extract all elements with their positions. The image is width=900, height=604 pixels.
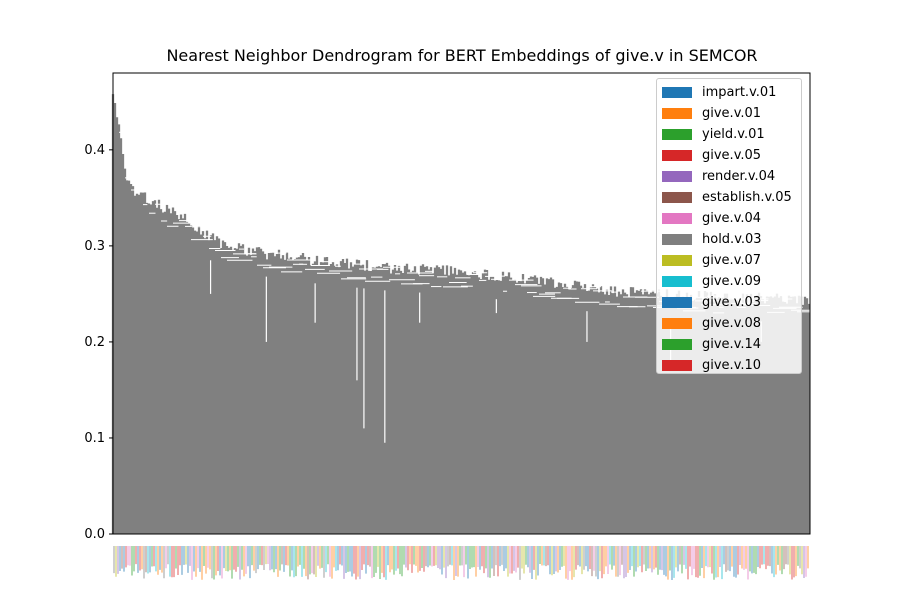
legend-item: give.v.09 [662, 272, 761, 290]
legend-swatch [662, 149, 692, 161]
y-tick-label: 0.1 [84, 431, 105, 446]
legend-label: give.v.08 [702, 315, 762, 331]
legend-swatch [662, 296, 692, 308]
legend-label: give.v.01 [702, 105, 762, 121]
legend-item: give.v.07 [662, 251, 761, 269]
legend-label: render.v.04 [702, 168, 776, 184]
chart-title: Nearest Neighbor Dendrogram for BERT Emb… [166, 46, 758, 65]
legend-item: render.v.04 [662, 167, 775, 185]
legend-label: give.v.09 [702, 273, 762, 289]
legend-label: give.v.14 [702, 336, 762, 352]
legend-swatch [662, 86, 692, 98]
legend-swatch [662, 170, 692, 182]
y-tick-label: 0.3 [84, 239, 105, 254]
legend-label: yield.v.01 [702, 126, 765, 142]
y-tick-label: 0.2 [84, 335, 105, 350]
legend-label: give.v.05 [702, 147, 762, 163]
legend-item: give.v.04 [662, 209, 761, 227]
legend-swatch [662, 233, 692, 245]
leaf-label-strip [113, 546, 809, 580]
legend-item: give.v.08 [662, 314, 761, 332]
legend-item: give.v.03 [662, 293, 761, 311]
legend-swatch [662, 212, 692, 224]
legend-swatch [662, 254, 692, 266]
legend-item: hold.v.03 [662, 230, 762, 248]
y-tick-label: 0.4 [84, 143, 105, 158]
legend-item: give.v.10 [662, 356, 761, 374]
legend-item: give.v.14 [662, 335, 761, 353]
legend-label: establish.v.05 [702, 189, 792, 205]
legend-label: give.v.04 [702, 210, 762, 226]
legend-item: impart.v.01 [662, 83, 776, 101]
legend-item: yield.v.01 [662, 125, 765, 143]
legend: impart.v.01 give.v.01 yield.v.01 give.v.… [656, 78, 802, 374]
legend-item: establish.v.05 [662, 188, 792, 206]
legend-swatch [662, 128, 692, 140]
legend-swatch [662, 359, 692, 371]
y-tick-label: 0.0 [84, 527, 105, 542]
legend-label: give.v.07 [702, 252, 762, 268]
legend-swatch [662, 317, 692, 329]
legend-label: hold.v.03 [702, 231, 762, 247]
legend-item: give.v.01 [662, 104, 761, 122]
legend-label: give.v.10 [702, 357, 762, 373]
legend-label: impart.v.01 [702, 84, 777, 100]
legend-swatch [662, 338, 692, 350]
axes-frame [112, 72, 811, 535]
legend-swatch [662, 191, 692, 203]
legend-swatch [662, 275, 692, 287]
legend-item: give.v.05 [662, 146, 761, 164]
y-axis: 0.0 0.1 0.2 0.3 0.4 [84, 143, 113, 542]
legend-label: give.v.03 [702, 294, 762, 310]
legend-swatch [662, 107, 692, 119]
